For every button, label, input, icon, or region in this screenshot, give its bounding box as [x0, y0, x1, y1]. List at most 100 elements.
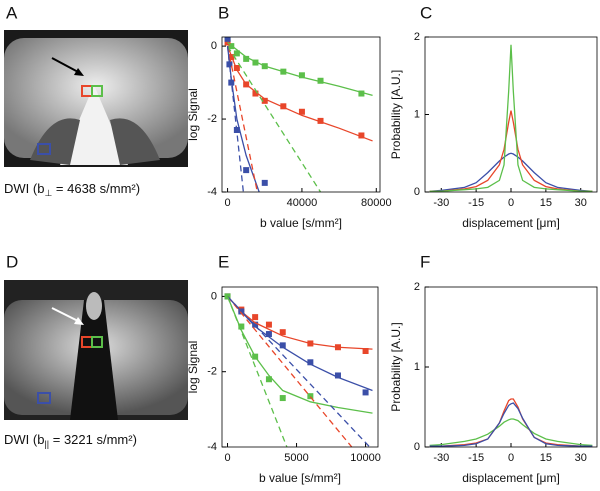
plot-frame — [221, 286, 379, 448]
panel-letter: B — [218, 3, 229, 22]
panel-letter: F — [420, 252, 430, 271]
data-point — [265, 376, 272, 383]
data-point — [362, 348, 369, 354]
x-tick-label: 0 — [224, 452, 230, 464]
y-tick-label: 0 — [414, 441, 420, 453]
data-point — [307, 359, 314, 366]
y-axis-label: Probability [A.U.] — [389, 322, 403, 411]
data-point — [252, 321, 259, 328]
plot-frame — [424, 36, 598, 193]
x-tick-label: 30 — [575, 197, 587, 209]
plot-area — [224, 37, 373, 192]
panel-letter: A — [6, 3, 18, 22]
y-tick-label: 0 — [211, 290, 217, 302]
x-tick-label: 15 — [540, 197, 552, 209]
caption: DWI (b|| = 3221 s/mm²) — [4, 432, 137, 449]
data-point — [358, 90, 365, 97]
caption: DWI (b⊥ = 4638 s/mm²) — [4, 181, 140, 198]
y-tick-label: 2 — [414, 31, 420, 43]
x-tick-label: -30 — [433, 197, 449, 209]
y-axis-label: log Signal — [186, 88, 200, 141]
data-point — [252, 59, 259, 66]
data-point — [317, 77, 324, 84]
x-tick-label: -30 — [433, 452, 449, 464]
data-point — [358, 132, 365, 139]
x-tick-label: 40000 — [287, 197, 318, 209]
plot-area — [224, 293, 373, 447]
fit-line — [429, 418, 593, 447]
fit-line — [429, 402, 593, 447]
fit-line — [227, 41, 373, 96]
data-point — [243, 167, 250, 174]
data-point — [298, 72, 305, 79]
x-tick-label: -15 — [468, 197, 484, 209]
data-point — [317, 117, 324, 124]
caption-text: DWI (b — [4, 432, 44, 447]
fit-line — [226, 45, 373, 142]
y-tick-label: -4 — [207, 186, 217, 198]
y-axis-label: log Signal — [186, 341, 200, 394]
panel-letter: C — [420, 3, 432, 22]
dashed-line — [226, 296, 288, 447]
dashed-line — [227, 295, 371, 447]
dashed-line — [227, 295, 353, 447]
x-tick-label: -15 — [468, 452, 484, 464]
fit-line — [227, 295, 373, 392]
panel-letter: D — [6, 252, 18, 271]
data-point — [261, 179, 268, 186]
x-tick-label: 0 — [508, 452, 514, 464]
x-tick-label: 10000 — [350, 452, 381, 464]
plot-area — [429, 44, 593, 192]
x-axis-label: displacement [μm] — [462, 471, 560, 485]
y-tick-label: 0 — [414, 186, 420, 198]
x-tick-label: 0 — [508, 197, 514, 209]
data-point — [279, 395, 286, 402]
data-point — [307, 393, 314, 400]
data-point — [261, 97, 268, 104]
data-point — [334, 372, 341, 379]
y-tick-label: -2 — [207, 366, 217, 378]
caption-subscript: ⊥ — [44, 188, 52, 198]
plot-area — [429, 398, 593, 447]
data-point — [362, 389, 369, 396]
y-tick-label: -2 — [207, 113, 217, 125]
dashed-line — [227, 45, 322, 192]
data-point — [243, 55, 250, 62]
data-point — [265, 331, 272, 338]
x-tick-label: 30 — [575, 452, 587, 464]
data-point — [279, 342, 286, 349]
data-point — [279, 329, 286, 336]
fit-line — [429, 110, 593, 192]
y-tick-label: 1 — [414, 108, 420, 120]
data-point — [233, 65, 240, 71]
x-axis-label: b value [s/mm²] — [259, 471, 341, 485]
data-point — [280, 103, 287, 110]
mri-image-a — [4, 30, 188, 167]
mri-image-d — [4, 280, 188, 420]
y-axis-label: Probability [A.U.] — [389, 70, 403, 159]
x-axis-label: displacement [μm] — [462, 216, 560, 230]
plot-frame — [221, 36, 381, 193]
data-point — [233, 50, 240, 57]
data-point — [224, 37, 231, 42]
caption-subscript: || — [44, 439, 49, 449]
data-point — [298, 108, 305, 115]
fit-line — [429, 152, 593, 192]
fit-line — [429, 398, 593, 447]
plot-frame — [424, 286, 598, 448]
panel-letter: E — [218, 252, 229, 271]
x-axis-label: b value [s/mm²] — [260, 216, 342, 230]
fit-line — [429, 44, 593, 192]
x-tick-label: 5000 — [284, 452, 308, 464]
data-point — [238, 323, 245, 330]
data-point — [265, 321, 272, 328]
y-tick-label: 1 — [414, 361, 420, 373]
y-tick-label: 2 — [414, 281, 420, 293]
y-tick-label: 0 — [211, 40, 217, 52]
fit-line — [226, 296, 373, 414]
x-tick-label: 15 — [540, 452, 552, 464]
caption-text: = 4638 s/mm²) — [52, 181, 140, 196]
data-point — [252, 314, 259, 321]
x-tick-label: 0 — [225, 197, 231, 209]
